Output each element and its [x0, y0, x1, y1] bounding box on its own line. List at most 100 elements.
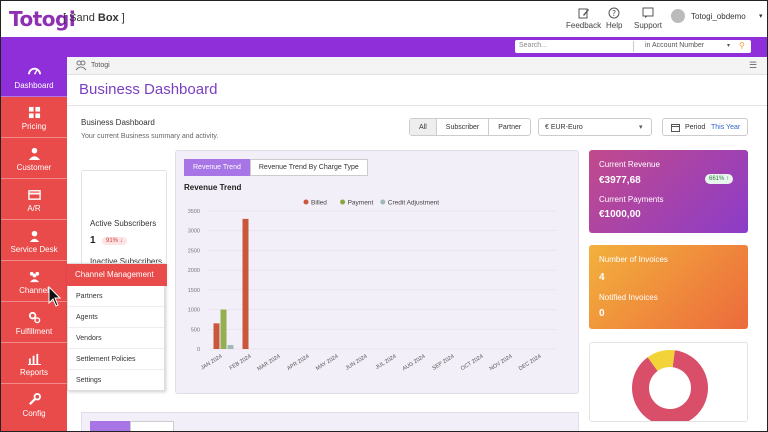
totogi-logo[interactable]: Totogi: [9, 7, 76, 31]
avatar: [671, 9, 685, 23]
y-tick-label: 0: [197, 347, 200, 353]
search-input[interactable]: Search...: [519, 42, 548, 49]
chart-bar: [227, 345, 234, 349]
page-title: Business Dashboard: [79, 81, 218, 98]
user-name: Totogi_obdemo: [691, 12, 746, 21]
segment-subscriber[interactable]: Subscriber: [437, 119, 490, 135]
sidebar-item-customer[interactable]: Customer: [1, 139, 67, 179]
tab-revenue-trend[interactable]: Revenue Trend: [184, 159, 250, 176]
users-icon: [29, 271, 39, 283]
edit-icon: [578, 8, 589, 19]
notified-invoices-value: 0: [599, 308, 605, 319]
search-band: Search... in Account Number ▾ ⚲: [1, 37, 767, 57]
sidebar-item-pricing[interactable]: Pricing: [1, 98, 67, 138]
x-tick-label: JAN 2024: [200, 354, 224, 372]
search-icon[interactable]: ⚲: [739, 41, 745, 50]
flyout-item-vendors[interactable]: Vendors: [68, 328, 164, 349]
current-revenue-label: Current Revenue: [599, 160, 660, 169]
growth-badge: 661% ↑: [705, 174, 734, 184]
status-badge: 91% ↓: [102, 237, 127, 245]
sidebar-item-config[interactable]: Config: [1, 385, 67, 425]
donut-chart: [632, 350, 708, 421]
y-tick-label: 3500: [188, 209, 200, 215]
support-button[interactable]: Support: [634, 7, 662, 30]
active-subscribers-count: 1: [90, 235, 96, 246]
breadcrumb: Totogi ☰: [67, 57, 767, 75]
chevron-down-icon[interactable]: ▾: [727, 43, 731, 49]
sidebar: Dashboard Pricing Customer A/R Service D…: [1, 57, 67, 431]
environment-label: [ Sand Box ]: [63, 12, 125, 24]
notified-invoices-label: Notified Invoices: [599, 293, 658, 302]
chevron-down-icon: ▾: [759, 13, 763, 20]
flyout-header[interactable]: Channel Management: [67, 264, 167, 286]
question-icon: ?: [608, 7, 620, 19]
x-tick-label: JUL 2024: [375, 354, 398, 371]
sidebar-item-channel[interactable]: Channel: [1, 262, 67, 302]
chart-bar: [220, 309, 227, 349]
flyout-item-partners[interactable]: Partners: [68, 286, 164, 307]
bottom-panel: [81, 412, 579, 431]
sidebar-item-reports[interactable]: Reports: [1, 344, 67, 384]
chart-bar: [213, 323, 220, 349]
currency-select[interactable]: € EUR-Euro ▾: [538, 118, 652, 136]
bar-chart-icon: [27, 353, 41, 365]
legend-marker: [380, 199, 386, 205]
inactive-subscribers-label: Inactive Subscribers: [90, 257, 163, 266]
revenue-tabs: Revenue Trend Revenue Trend By Charge Ty…: [184, 159, 368, 176]
wrench-icon: [28, 393, 41, 405]
x-tick-label: OCT 2024: [460, 354, 485, 372]
revenue-trend-chart: Billed Payment Credit Adjustment 0 500 1000 15…: [188, 199, 556, 373]
x-tick-label: JUN 2024: [345, 354, 369, 372]
breadcrumb-item[interactable]: Totogi: [91, 62, 110, 69]
y-tick-label: 1500: [188, 288, 200, 294]
feedback-button[interactable]: Feedback: [566, 7, 601, 30]
x-tick-label: AUG 2024: [402, 354, 427, 373]
x-tick-label: MAY 2024: [315, 354, 340, 372]
x-tick-label: MAR 2024: [256, 354, 281, 373]
help-button[interactable]: ? Help: [606, 7, 623, 30]
audience-segmented-control: All Subscriber Partner: [409, 118, 532, 136]
tab-button[interactable]: [90, 421, 130, 431]
flyout-item-agents[interactable]: Agents: [68, 307, 164, 328]
current-payments-label: Current Payments: [599, 195, 664, 204]
donut-slice: [632, 350, 708, 421]
divider: [633, 41, 634, 52]
section-subtitle: Your current Business summary and activi…: [81, 133, 219, 140]
invoices-label: Number of Invoices: [599, 255, 668, 264]
revenue-card: Current Revenue €3977,68 661% ↑ Current …: [589, 150, 748, 233]
sidebar-item-fulfillment[interactable]: Fulfillment: [1, 303, 67, 343]
flyout-item-settings[interactable]: Settings: [76, 377, 102, 384]
global-search[interactable]: Search... in Account Number ▾ ⚲: [515, 40, 751, 53]
sidebar-item-service-desk[interactable]: Service Desk: [1, 221, 67, 261]
subscribers-card: Active Subscribers 1 91% ↓ Inactive Subs…: [81, 170, 167, 270]
sidebar-item-ar[interactable]: A/R: [1, 180, 67, 220]
donut-card: [589, 342, 748, 422]
speedometer-icon: [27, 67, 41, 75]
x-tick-label: SEP 2024: [431, 354, 455, 372]
flyout-item-settlement-policies[interactable]: Settlement Policies: [68, 349, 164, 370]
x-tick-label: DEC 2024: [518, 354, 543, 373]
active-subscribers-label: Active Subscribers: [90, 219, 157, 228]
channel-flyout-menu: Channel Management Partners Agents Vendo…: [67, 263, 167, 391]
segment-all[interactable]: All: [410, 119, 437, 135]
invoices-card: Number of Invoices 4 Notified Invoices 0: [589, 245, 748, 329]
x-tick-label: NOV 2024: [489, 354, 514, 373]
y-tick-label: 3000: [188, 229, 200, 235]
tab-revenue-trend-by-charge-type[interactable]: Revenue Trend By Charge Type: [249, 159, 368, 176]
current-payments-value: €1000,00: [599, 209, 641, 220]
tab-button[interactable]: [130, 421, 174, 431]
list-menu-icon[interactable]: ☰: [749, 60, 758, 70]
segment-partner[interactable]: Partner: [498, 124, 522, 131]
divider: [67, 105, 767, 106]
period-picker[interactable]: Period This Year: [662, 118, 748, 136]
calendar-icon: [671, 124, 680, 132]
card-icon: [27, 190, 41, 200]
top-header: Totogi [ Sand Box ] Feedback ? Help Supp…: [1, 1, 767, 37]
chart-bar: [242, 218, 249, 349]
sidebar-item-dashboard[interactable]: Dashboard: [1, 57, 67, 97]
donut-slice: [647, 350, 675, 372]
search-scope-select[interactable]: in Account Number: [645, 42, 705, 49]
section-title: Business Dashboard: [81, 118, 155, 127]
chevron-down-icon: ▾: [639, 124, 643, 131]
